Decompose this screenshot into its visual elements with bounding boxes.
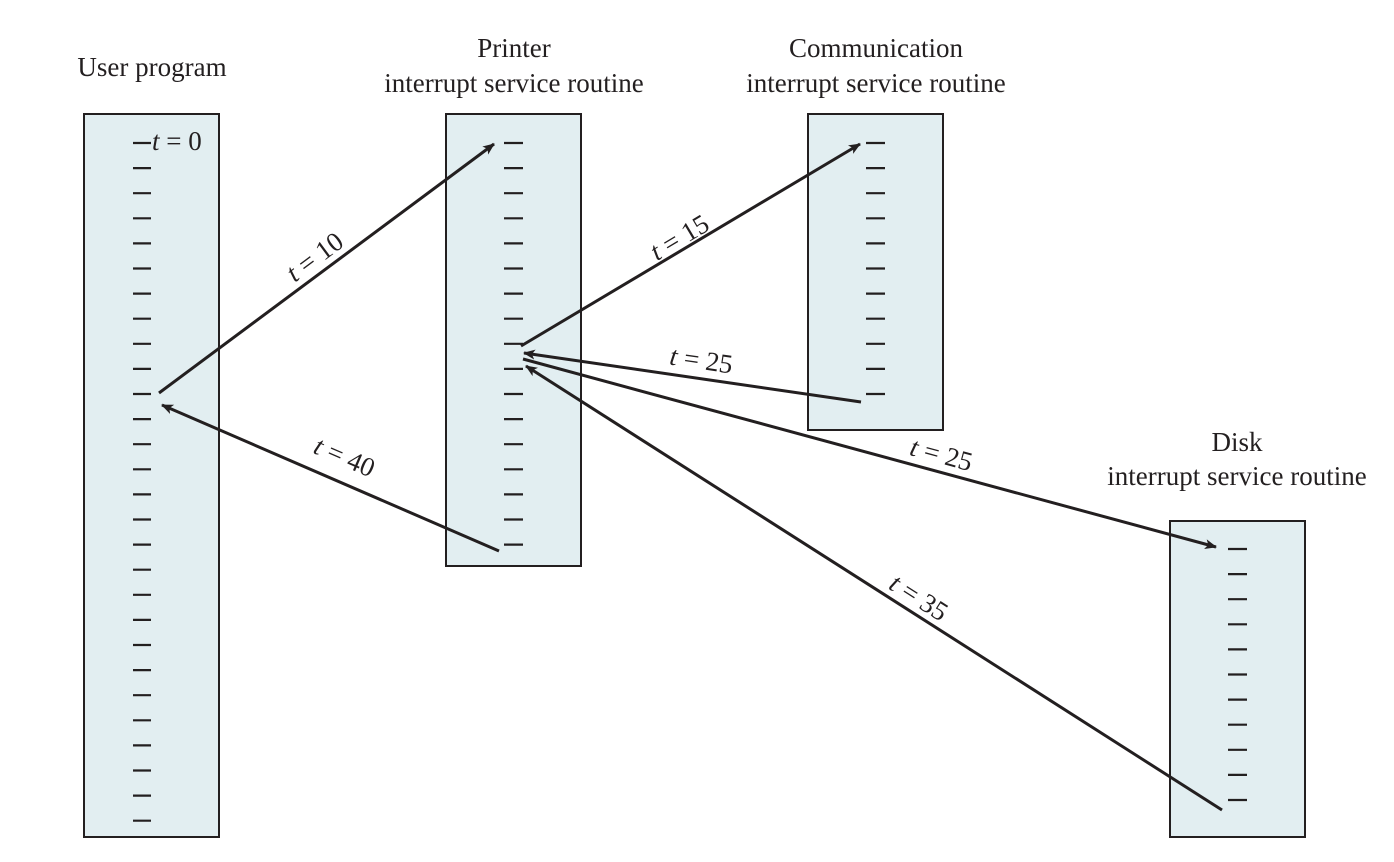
printer-routine-instructions (504, 141, 523, 546)
time-label-15: t = 15 (645, 208, 715, 266)
user-program-title: User program (77, 52, 226, 82)
printer-routine-box (445, 113, 582, 567)
communication-title-line2: interrupt service routine (746, 68, 1005, 98)
time-label-40: t = 40 (310, 430, 380, 483)
arrow-user-to-printer (158, 142, 495, 395)
communication-title-line1: Communication (789, 33, 963, 63)
communication-routine-instructions (866, 141, 885, 396)
printer-title-line1: Printer (477, 33, 551, 63)
disk-title-line1: Disk (1211, 427, 1263, 457)
start-time-label: t = 0 (152, 126, 202, 156)
arrow-printer-to-user (161, 403, 500, 553)
arrow-printer-to-disk (522, 357, 1217, 549)
arrow-printer-to-communication (520, 142, 861, 348)
user-program-box (83, 113, 220, 838)
time-label-25-return: t = 25 (668, 341, 735, 380)
disk-title-line2: interrupt service routine (1107, 461, 1366, 491)
time-label-25-disk: t = 25 (907, 432, 976, 478)
disk-routine-instructions (1228, 547, 1247, 802)
arrow-disk-to-printer (525, 364, 1223, 812)
user-program-instructions (133, 141, 151, 822)
printer-title-line2: interrupt service routine (384, 68, 643, 98)
arrow-communication-to-printer (523, 349, 862, 404)
communication-routine-box (807, 113, 944, 431)
